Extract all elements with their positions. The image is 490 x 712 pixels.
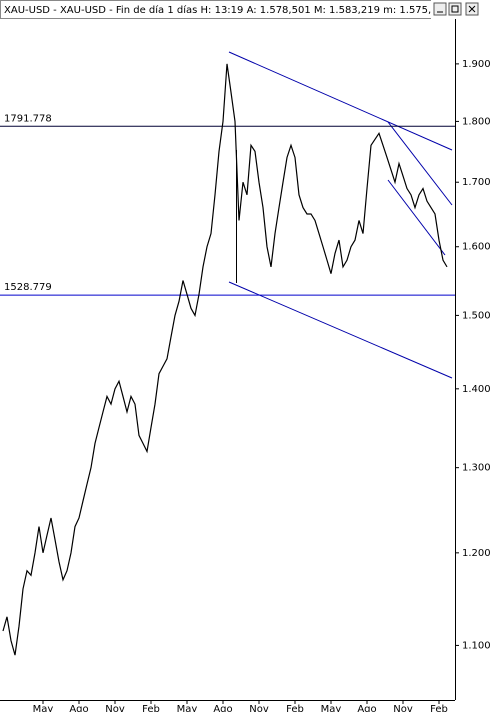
x-tick-label: Nov <box>105 704 125 712</box>
y-tick-label: 1.600 <box>462 242 490 253</box>
trend-line <box>228 51 453 151</box>
x-tick-label: Nov <box>393 704 413 712</box>
x-tick-label: May <box>321 704 342 712</box>
close-icon <box>468 5 476 13</box>
y-tick-label: 1.100 <box>462 640 490 651</box>
y-tick-label: 1.900 <box>462 59 490 70</box>
y-tick-label: 1.200 <box>462 548 490 559</box>
x-tick-label: Nov <box>249 704 269 712</box>
x-tick-label: Ago <box>357 704 376 712</box>
y-tick-label: 1.300 <box>462 463 490 474</box>
chart-title: XAU-USD - XAU-USD - Fin de día 1 días H:… <box>4 4 450 16</box>
level-label: 1791.778 <box>4 113 52 124</box>
trend-line <box>387 179 446 256</box>
x-tick-label: May <box>33 704 54 712</box>
x-tick-label: Feb <box>286 704 304 712</box>
y-tick-label: 1.400 <box>462 384 490 395</box>
x-tick-label: Feb <box>142 704 160 712</box>
price-line <box>2 63 448 656</box>
x-tick-label: May <box>177 704 198 712</box>
level-label: 1528.779 <box>4 282 52 293</box>
minimize-button[interactable] <box>433 2 447 16</box>
maximize-button[interactable] <box>448 2 462 16</box>
y-tick-label: 1.800 <box>462 116 490 127</box>
y-tick-label: 1.500 <box>462 310 490 321</box>
x-tick-label: Ago <box>213 704 232 712</box>
y-tick-label: 1.700 <box>462 177 490 188</box>
x-tick-label: Feb <box>430 704 448 712</box>
x-tick-label: Ago <box>69 704 88 712</box>
trend-line <box>228 281 453 379</box>
trend-line <box>387 121 453 206</box>
maximize-icon <box>451 5 459 13</box>
